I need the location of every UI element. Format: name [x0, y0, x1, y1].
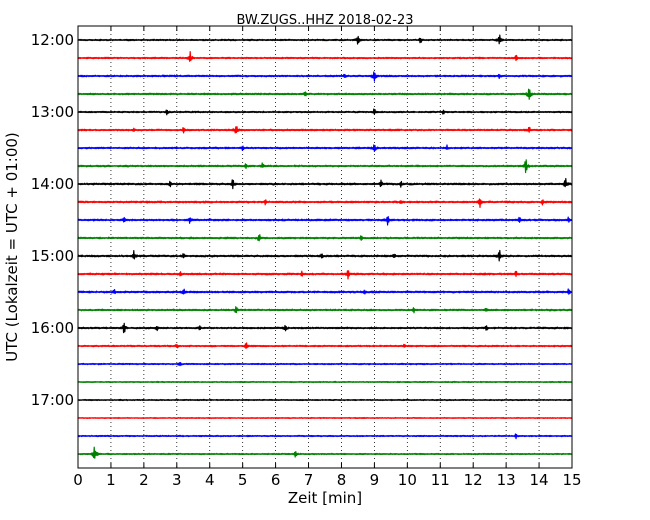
x-tick-label: 1	[106, 471, 116, 489]
trace-lines	[77, 34, 573, 459]
trace-1215	[77, 51, 573, 62]
trace-1445	[77, 234, 573, 242]
x-tick-label: 11	[431, 471, 450, 489]
x-tick-label: 0	[73, 471, 83, 489]
x-tick-label: 7	[304, 471, 314, 489]
x-tick-label: 14	[530, 471, 549, 489]
trace-1200	[77, 34, 573, 45]
trace-1415	[77, 198, 573, 209]
trace-1515	[77, 270, 573, 280]
trace-1545	[77, 306, 573, 314]
trace-1600	[77, 322, 573, 334]
trace-1645	[77, 380, 573, 384]
y-tick-label: 16:00	[31, 319, 74, 337]
trace-1615	[77, 342, 573, 350]
grid-lines	[110, 26, 540, 468]
y-tick-label: 15:00	[31, 247, 74, 265]
trace-1230	[77, 71, 573, 82]
trace-1430	[77, 216, 573, 226]
trace-1300	[77, 108, 573, 116]
axes: 0 1 2 3 4 5 6 7 8 9 10 11 12 13 14 1512:0013:0014:0015:…	[31, 25, 582, 489]
plot-frame	[77, 25, 573, 469]
trace-1700	[77, 398, 573, 402]
y-axis-label: UTC (Lokalzeit = UTC + 01:00)	[3, 132, 21, 362]
x-tick-label: 13	[497, 471, 516, 489]
x-tick-label: 6	[271, 471, 281, 489]
x-tick-label: 12	[464, 471, 483, 489]
x-tick-label: 4	[205, 471, 215, 489]
trace-1400	[77, 177, 573, 190]
x-axis-label: Zeit [min]	[288, 489, 362, 507]
trace-1530	[77, 288, 573, 295]
trace-1715	[77, 416, 573, 420]
x-tick-label: 8	[337, 471, 347, 489]
x-tick-label: 10	[398, 471, 417, 489]
trace-1315	[77, 126, 573, 134]
trace-1245	[77, 88, 573, 100]
x-tick-label: 5	[238, 471, 248, 489]
y-tick-label: 12:00	[31, 31, 74, 49]
x-tick-label: 3	[172, 471, 182, 489]
trace-1330	[77, 144, 573, 153]
y-tick-label: 13:00	[31, 103, 74, 121]
x-tick-label: 9	[370, 471, 380, 489]
trace-1745	[77, 446, 573, 459]
trace-1730	[77, 433, 573, 440]
y-tick-label: 14:00	[31, 175, 74, 193]
chart-title: BW.ZUGS..HHZ 2018-02-23	[236, 13, 413, 28]
trace-1345	[77, 159, 573, 174]
y-tick-label: 17:00	[31, 391, 74, 409]
x-tick-label: 15	[562, 471, 581, 489]
trace-1500	[77, 249, 573, 262]
trace-1630	[77, 362, 573, 367]
x-tick-label: 2	[139, 471, 149, 489]
